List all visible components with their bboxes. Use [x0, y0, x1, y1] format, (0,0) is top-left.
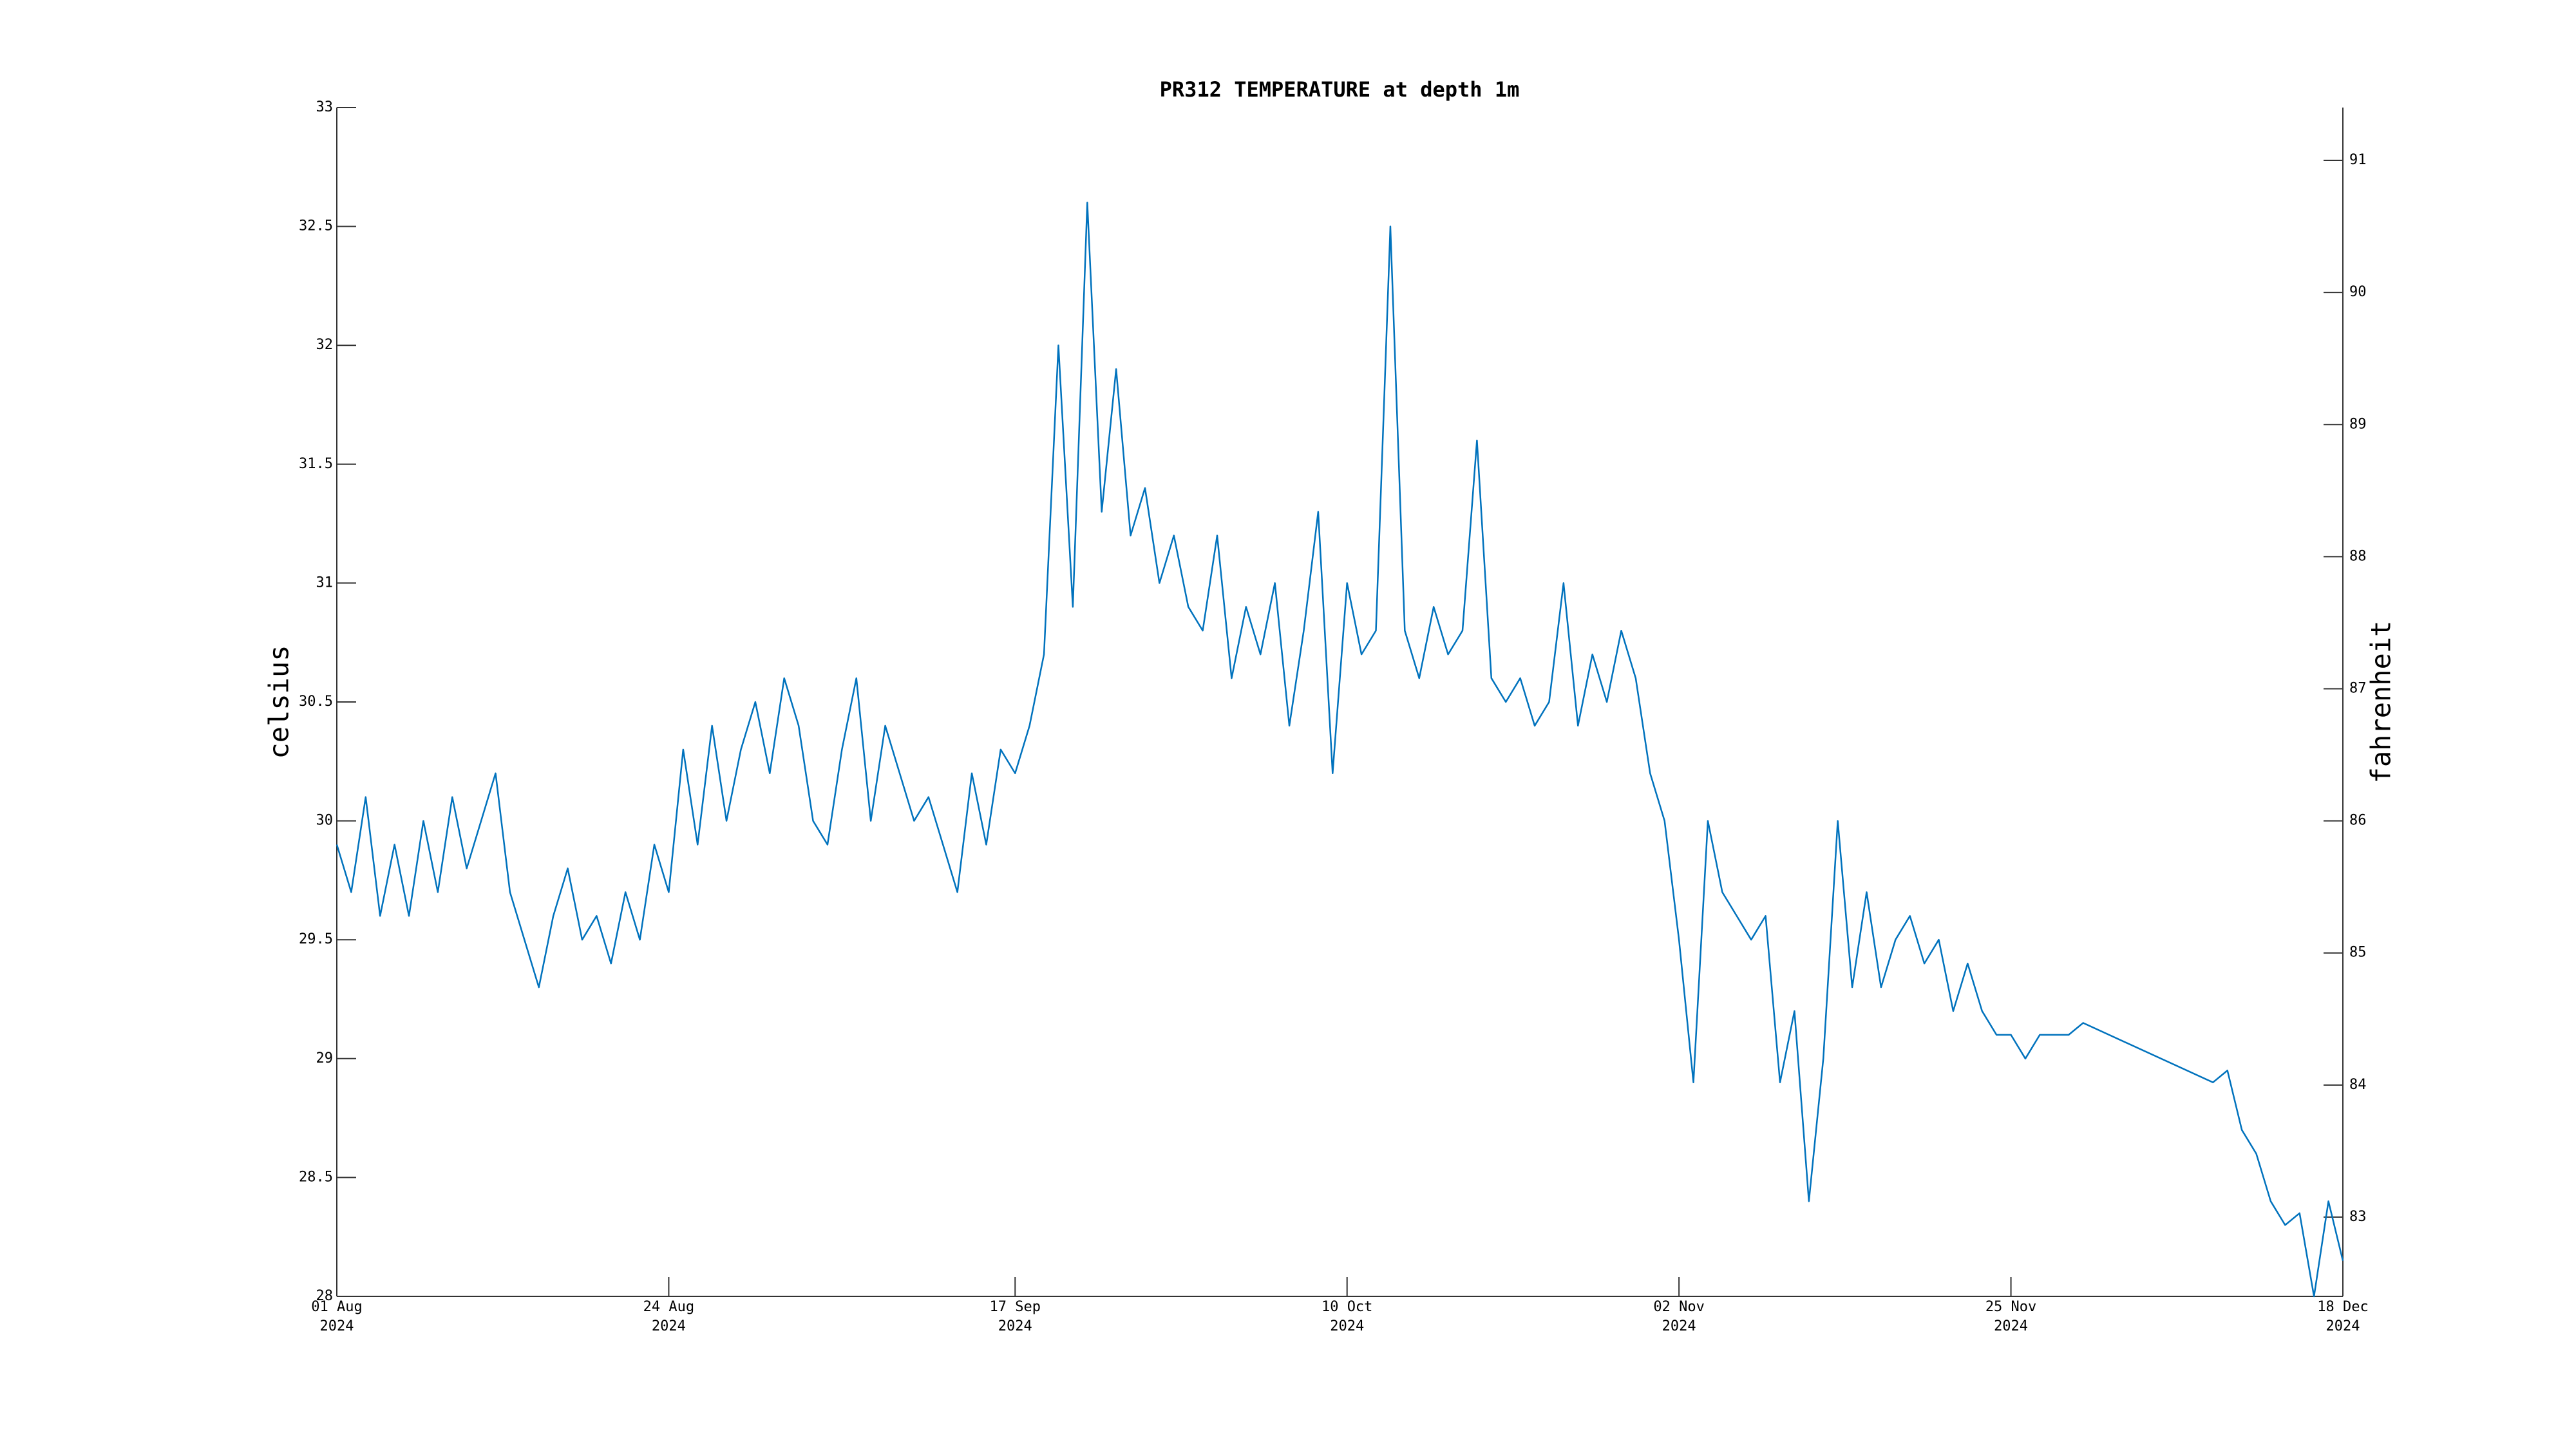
y2-tick-label: 83 [2349, 1209, 2367, 1225]
y-tick-label: 28.5 [299, 1169, 333, 1185]
y2-tick-label: 87 [2349, 680, 2367, 696]
y2-tick-label: 84 [2349, 1077, 2367, 1093]
y-tick-label: 32.5 [299, 218, 333, 234]
y-tick-label: 32 [316, 337, 334, 353]
x-tick-label: 10 Oct 2024 [1321, 1299, 1373, 1334]
y2-tick-label: 86 [2349, 813, 2367, 829]
y-tick-label: 29 [316, 1050, 334, 1066]
x-tick-label: 24 Aug 2024 [643, 1299, 695, 1334]
y-tick-label: 31 [316, 574, 334, 591]
y2-tick-label: 89 [2349, 416, 2367, 432]
chart-title: PR312 TEMPERATURE at depth 1m [1160, 77, 1520, 102]
y-tick-label: 29.5 [299, 931, 333, 947]
y2-axis-label: fahrenheit [2365, 621, 2397, 784]
y-tick-label: 30 [316, 813, 334, 829]
y-tick-label: 30.5 [299, 694, 333, 710]
y2-tick-label: 88 [2349, 548, 2367, 564]
y-tick-label: 31.5 [299, 456, 333, 472]
y-tick-label: 33 [316, 99, 334, 115]
x-tick-label: 17 Sep 2024 [989, 1299, 1041, 1334]
x-tick-label: 18 Dec 2024 [2317, 1299, 2369, 1334]
x-tick-label: 02 Nov 2024 [1653, 1299, 1705, 1334]
x-tick-label: 01 Aug 2024 [311, 1299, 363, 1334]
y-axis-label: celsius [263, 645, 295, 759]
x-tick-label: 25 Nov 2024 [1985, 1299, 2037, 1334]
data-line [336, 202, 2344, 1298]
y2-tick-label: 91 [2349, 152, 2367, 168]
y-tick-label: 28 [316, 1288, 334, 1304]
y2-tick-label: 85 [2349, 945, 2367, 961]
y2-tick-label: 90 [2349, 284, 2367, 300]
